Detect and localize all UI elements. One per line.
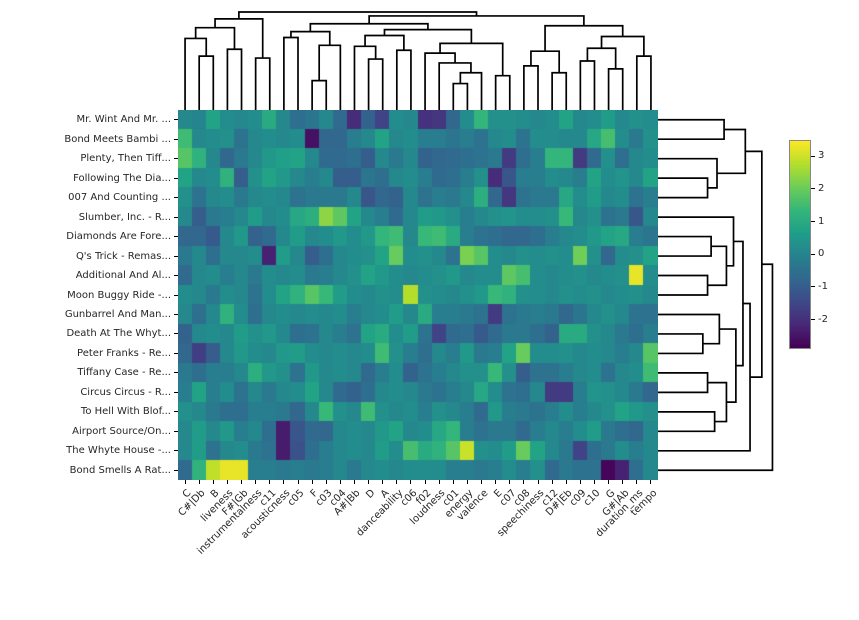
row-label: Death At The Whyt... — [66, 328, 171, 340]
column-tick — [593, 480, 595, 484]
row-tick — [174, 158, 178, 160]
column-tick — [382, 480, 384, 484]
column-tick — [269, 480, 271, 484]
colorbar-tick — [811, 319, 815, 321]
column-tick — [410, 480, 412, 484]
row-tick — [174, 469, 178, 471]
colorbar-tick-label: -2 — [818, 313, 828, 325]
colorbar-tick-label: 0 — [818, 248, 825, 260]
row-tick — [174, 275, 178, 277]
column-tick — [622, 480, 624, 484]
column-tick — [283, 480, 285, 484]
row-tick — [174, 255, 178, 257]
row-label: Following The Dia... — [73, 172, 171, 184]
column-tick — [184, 480, 186, 484]
colorbar-tick-label: 2 — [818, 182, 825, 194]
row-label: Bond Smells A Rat... — [69, 464, 171, 476]
row-tick — [174, 177, 178, 179]
column-tick — [325, 480, 327, 484]
colorbar-tick — [811, 221, 815, 223]
colorbar-tick — [811, 155, 815, 157]
column-tick — [466, 480, 468, 484]
row-label: Tiffany Case - Re... — [77, 367, 171, 379]
column-tick — [565, 480, 567, 484]
column-tick — [339, 480, 341, 484]
row-tick — [174, 372, 178, 374]
column-tick — [212, 480, 214, 484]
row-label: Bond Meets Bambi ... — [64, 133, 171, 145]
column-tick — [311, 480, 313, 484]
row-label: Gunbarrel And Man... — [64, 308, 171, 320]
row-dendrogram — [658, 118, 774, 472]
row-tick — [174, 333, 178, 335]
row-label: The Whyte House -... — [66, 445, 171, 457]
row-label: Peter Franks - Re... — [77, 347, 171, 359]
column-tick — [452, 480, 454, 484]
column-tick — [368, 480, 370, 484]
column-tick — [226, 480, 228, 484]
row-tick — [174, 352, 178, 354]
row-label: To Hell With Blof... — [80, 406, 171, 418]
column-tick — [537, 480, 539, 484]
column-tick — [241, 480, 243, 484]
column-tick — [636, 480, 638, 484]
column-tick — [255, 480, 257, 484]
column-dendrogram — [184, 11, 652, 110]
column-tick — [353, 480, 355, 484]
column-tick — [396, 480, 398, 484]
row-tick — [174, 197, 178, 199]
row-tick — [174, 119, 178, 121]
dendrogram-path — [658, 118, 774, 472]
row-label: Q's Trick - Remas... — [75, 250, 171, 262]
row-label: Circus Circus - R... — [80, 386, 171, 398]
row-label: Additional And Al... — [75, 270, 171, 282]
column-tick — [424, 480, 426, 484]
row-tick — [174, 216, 178, 218]
colorbar-tick — [811, 188, 815, 190]
row-tick — [174, 430, 178, 432]
colorbar-tick-label: -1 — [818, 280, 828, 292]
colorbar — [789, 140, 811, 349]
colorbar-tick-label: 3 — [818, 150, 825, 162]
row-label: Moon Buggy Ride -... — [67, 289, 171, 301]
column-tick — [438, 480, 440, 484]
row-label: Airport Source/On... — [72, 425, 171, 437]
row-tick — [174, 391, 178, 393]
column-tick — [650, 480, 652, 484]
row-label: Plenty, Then Tiff... — [80, 153, 171, 165]
row-label: Mr. Wint And Mr. ... — [76, 114, 171, 126]
row-tick — [174, 294, 178, 296]
row-tick — [174, 138, 178, 140]
colorbar-gradient — [790, 141, 810, 348]
column-tick — [523, 480, 525, 484]
column-tick — [579, 480, 581, 484]
colorbar-tick — [811, 253, 815, 255]
row-label: Diamonds Are Fore... — [66, 231, 171, 243]
row-tick — [174, 313, 178, 315]
column-tick — [198, 480, 200, 484]
row-label: Slumber, Inc. - R... — [78, 211, 171, 223]
colorbar-tick-label: 1 — [818, 215, 825, 227]
heatmap-canvas — [178, 110, 658, 480]
column-tick — [481, 480, 483, 484]
row-tick — [174, 411, 178, 413]
column-tick — [608, 480, 610, 484]
column-tick — [551, 480, 553, 484]
column-tick — [495, 480, 497, 484]
row-tick — [174, 236, 178, 238]
row-label: 007 And Counting ... — [68, 192, 171, 204]
row-tick — [174, 450, 178, 452]
column-tick — [509, 480, 511, 484]
column-tick — [297, 480, 299, 484]
dendrogram-path — [184, 11, 652, 110]
colorbar-tick — [811, 286, 815, 288]
